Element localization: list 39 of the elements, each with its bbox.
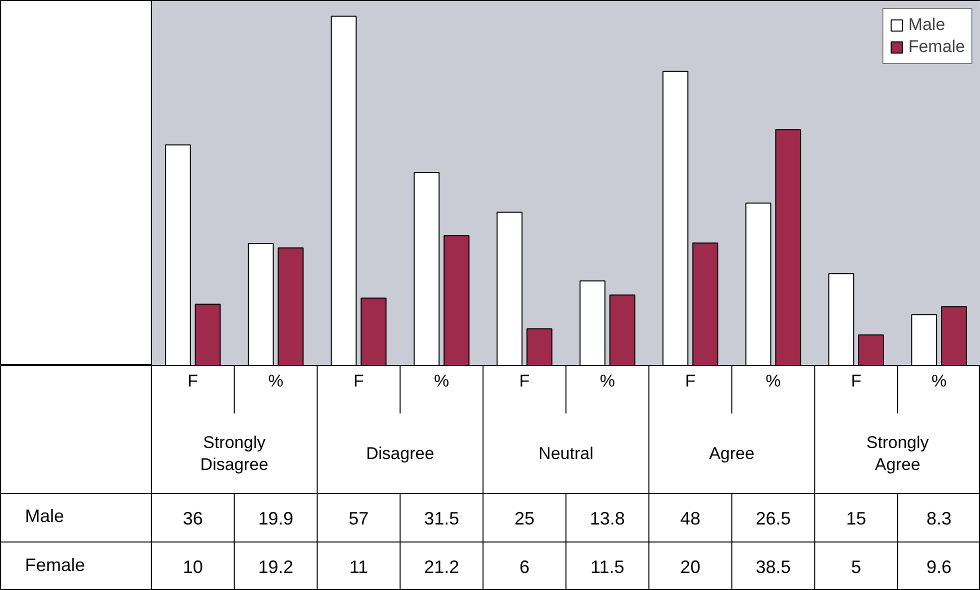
x-tick-label: % <box>434 372 450 390</box>
x-tick-label: F <box>353 372 364 390</box>
legend-label: Female <box>908 37 965 57</box>
data-label: 57 <box>348 508 369 528</box>
data-label: 19.2 <box>258 556 294 577</box>
data-label: 15 <box>846 508 866 528</box>
x-tick-label: F <box>188 372 198 390</box>
data-label: 48 <box>680 508 700 528</box>
x-tick-label: % <box>600 372 615 390</box>
data-label: 10 <box>182 556 203 577</box>
text: Disagree <box>366 444 434 463</box>
data-label: 19.9 <box>258 508 294 528</box>
data-label: 25 <box>514 508 535 528</box>
data-label: 8.3 <box>926 508 952 528</box>
data-label: 11 <box>349 556 368 577</box>
data-label: 36 <box>182 508 203 528</box>
data-label: 20 <box>680 556 700 577</box>
text: Strongly Disagree <box>200 433 268 474</box>
x-tick-label: % <box>931 372 947 390</box>
data-label: 13.8 <box>590 508 625 528</box>
data-label: 38.5 <box>756 556 791 577</box>
text: Strongly Agree <box>866 433 930 474</box>
data-label: 6 <box>519 556 530 577</box>
legend-label: Male <box>908 15 946 35</box>
text: Male <box>25 506 64 526</box>
data-label: 31.5 <box>424 508 460 528</box>
x-tick-label: F <box>519 372 530 390</box>
data-label: 5 <box>851 556 862 577</box>
data-label: 11.5 <box>590 556 624 577</box>
x-tick-label: F <box>850 372 862 390</box>
x-tick-label: % <box>766 372 781 390</box>
data-label: 21.2 <box>424 556 460 577</box>
text: Female <box>25 555 86 575</box>
x-tick-label: F <box>685 372 696 390</box>
text: Neutral <box>538 444 594 463</box>
text: Agree <box>709 444 754 463</box>
x-tick-label: % <box>268 372 284 390</box>
data-label: 26.5 <box>756 508 791 528</box>
data-label: 9.6 <box>926 556 952 577</box>
